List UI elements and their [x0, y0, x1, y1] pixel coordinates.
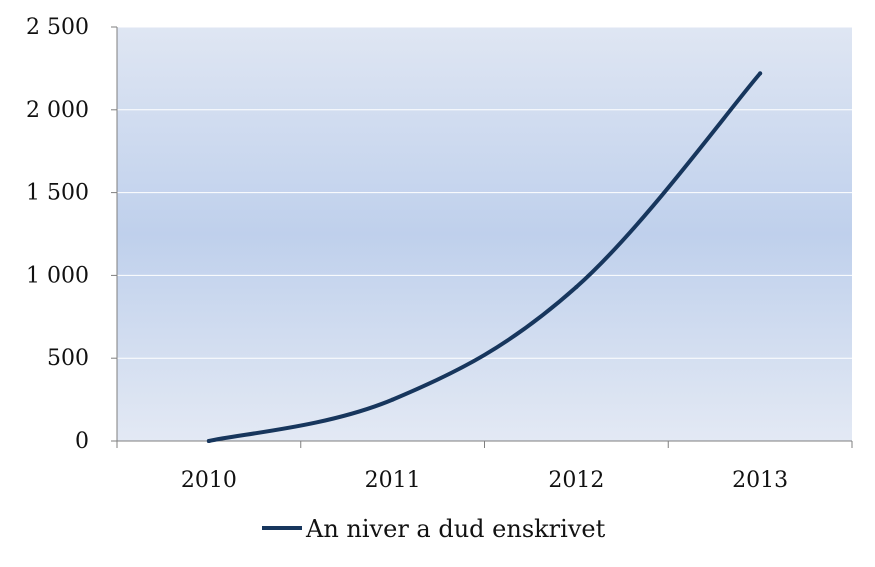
series-group	[206, 71, 763, 443]
legend-label: An niver a dud enskrivet	[305, 515, 606, 543]
y-tick-label: 0	[75, 429, 89, 454]
data-point	[390, 397, 395, 402]
y-tick-label: 1 500	[26, 181, 89, 206]
x-tick-label: 2012	[548, 468, 604, 493]
series-line	[206, 71, 763, 443]
plot-area	[117, 27, 852, 441]
x-axis-ticks: 2010 2011 2012 2013	[116, 441, 853, 493]
data-point	[206, 439, 211, 443]
y-tick-label: 1 000	[26, 263, 89, 288]
y-tick-label: 2 000	[26, 98, 89, 123]
y-tick-label: 500	[47, 346, 89, 371]
x-tick-label: 2011	[365, 468, 421, 493]
y-axis-ticks: 0 500 1 000 1 500 2 000 2 500	[26, 15, 117, 454]
legend: An niver a dud enskrivet	[262, 515, 606, 543]
data-point	[574, 284, 579, 289]
x-tick-label: 2010	[181, 468, 237, 493]
x-tick-label: 2013	[732, 468, 788, 493]
data-point	[758, 71, 763, 76]
y-tick-label: 2 500	[26, 15, 89, 40]
